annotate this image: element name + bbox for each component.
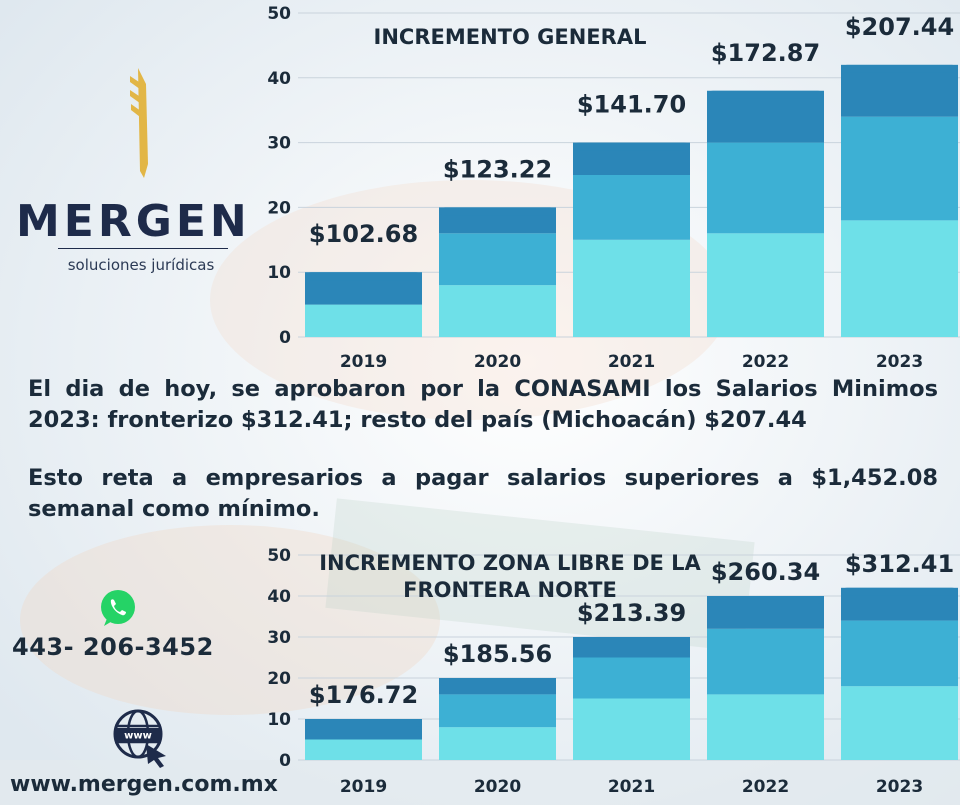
bar-data-label: $102.68	[309, 220, 418, 248]
web-globe-icon[interactable]: www	[112, 708, 170, 768]
chart-incremento-frontera-norte: 0 10 20 30 40 50 2019 $176.72 2020 $185.56 2021 $21…	[267, 546, 960, 797]
bar-segment-2023	[841, 220, 958, 337]
chart-incremento-general: 0 10 20 30 40 50 2019 $102.68 2020 $123.22 2021 $14…	[267, 4, 960, 372]
x-category-label: 2022	[742, 352, 789, 372]
y-tick-label: 20	[267, 198, 291, 218]
chart-title: INCREMENTO GENERAL	[374, 25, 647, 49]
bar-data-label: $312.41	[845, 550, 954, 578]
y-tick-label: 10	[267, 710, 291, 730]
web-icon-text: www	[124, 731, 152, 742]
bar-data-label: $172.87	[711, 39, 820, 67]
bar-data-label: $123.22	[443, 155, 552, 183]
bar-cap-2020	[439, 678, 556, 686]
bar-segment-2022	[707, 90, 824, 143]
bar-segment-2020	[439, 694, 556, 728]
logo-quill-icon	[130, 68, 148, 178]
website-link[interactable]: www.mergen.com.mx	[10, 772, 278, 797]
bar-cap-2019	[305, 719, 422, 727]
x-category-label: 2023	[876, 777, 923, 797]
y-tick-label: 50	[267, 4, 291, 24]
bar-cap-2022	[707, 596, 824, 604]
bar-data-label: $141.70	[577, 91, 686, 119]
bar-data-label: $207.44	[845, 13, 954, 41]
brand-tagline: soluciones jurídicas	[67, 256, 215, 274]
y-tick-label: 0	[279, 328, 291, 348]
bar-segment-2023	[841, 620, 958, 687]
chart-title-line-2: FRONTERA NORTE	[403, 578, 617, 602]
phone-number[interactable]: 443- 206-3452	[12, 633, 214, 661]
bar-segment-2019	[305, 304, 422, 337]
y-tick-label: 20	[267, 669, 291, 689]
bar-segment-2021	[573, 239, 690, 337]
bar-data-label: $185.56	[443, 640, 552, 668]
y-tick-label: 30	[267, 134, 291, 154]
bar-cap-2020	[439, 207, 556, 216]
bar-segment-2020	[439, 285, 556, 337]
chart-title-line-1: INCREMENTO ZONA LIBRE DE LA	[319, 551, 701, 575]
bar-segment-2022	[707, 628, 824, 695]
x-category-label: 2021	[608, 352, 655, 372]
brand-name: MERGEN	[16, 196, 251, 247]
x-category-label: 2019	[340, 352, 387, 372]
bar-cap-2021	[573, 142, 690, 151]
bar-segment-2022	[707, 142, 824, 234]
bar-segment-2023	[841, 64, 958, 117]
bar-data-label: $260.34	[711, 558, 820, 586]
whatsapp-icon[interactable]	[97, 587, 139, 629]
bar-segment-2022	[707, 694, 824, 760]
y-tick-label: 40	[267, 587, 291, 607]
bar-cap-2022	[707, 90, 824, 99]
bar-cap-2019	[305, 272, 422, 281]
y-tick-label: 0	[279, 751, 291, 771]
brand-divider	[58, 248, 228, 249]
announcement-paragraph-1: El dia de hoy, se aprobaron por la CONAS…	[28, 376, 938, 433]
bar-segment-2021	[573, 175, 690, 240]
y-tick-label: 30	[267, 628, 291, 648]
bar-cap-2023	[841, 64, 958, 73]
x-category-label: 2020	[474, 352, 521, 372]
announcement-text: El dia de hoy, se aprobaron por la CONAS…	[28, 374, 938, 552]
x-category-label: 2023	[876, 352, 923, 372]
bar-segment-2019	[305, 739, 422, 760]
x-category-label: 2021	[608, 777, 655, 797]
bar-segment-2020	[439, 233, 556, 286]
x-category-label: 2020	[474, 777, 521, 797]
y-tick-label: 50	[267, 546, 291, 566]
bar-cap-2021	[573, 637, 690, 645]
bar-segment-2021	[573, 698, 690, 760]
bar-data-label: $213.39	[577, 599, 686, 627]
bar-segment-2023	[841, 686, 958, 760]
y-tick-label: 10	[267, 263, 291, 283]
bar-segment-2022	[707, 233, 824, 337]
bar-segment-2023	[841, 116, 958, 221]
bar-segment-2021	[573, 657, 690, 699]
announcement-paragraph-2: Esto reta a empresarios a pagar salarios…	[28, 465, 938, 522]
x-category-label: 2022	[742, 777, 789, 797]
bar-data-label: $176.72	[309, 681, 418, 709]
y-tick-label: 40	[267, 69, 291, 89]
bar-cap-2023	[841, 587, 958, 596]
x-category-label: 2019	[340, 777, 387, 797]
bar-segment-2020	[439, 727, 556, 760]
